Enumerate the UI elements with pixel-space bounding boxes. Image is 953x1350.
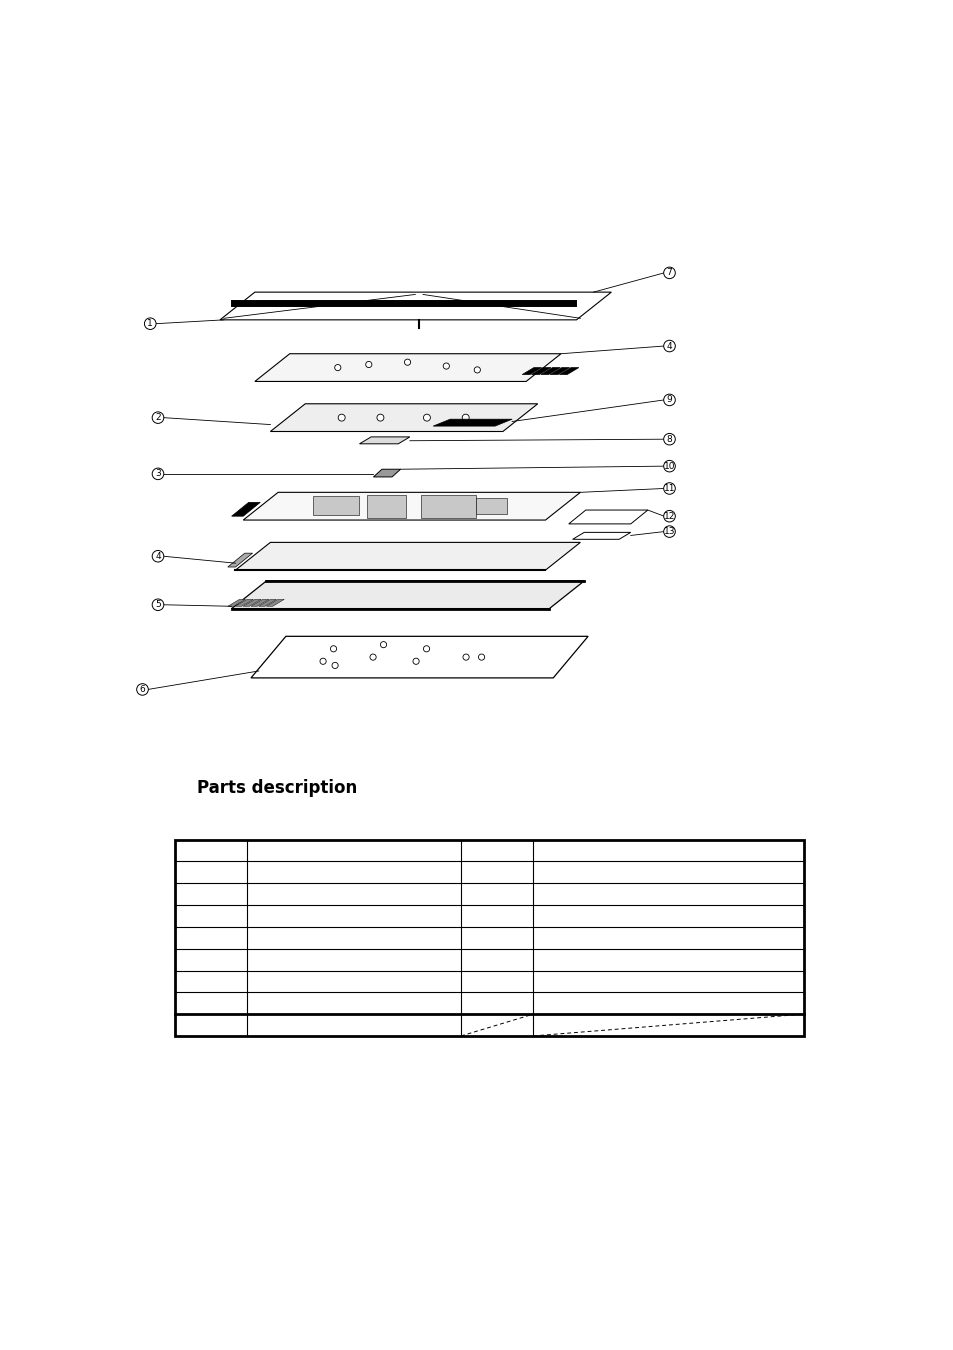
Polygon shape [373, 470, 400, 477]
Circle shape [663, 510, 675, 522]
Bar [367, 494, 406, 518]
Text: 12: 12 [663, 512, 675, 521]
Polygon shape [521, 367, 541, 374]
Text: 9: 9 [666, 396, 672, 405]
Polygon shape [568, 510, 647, 524]
Circle shape [319, 659, 326, 664]
Text: 3: 3 [155, 470, 161, 478]
Polygon shape [258, 599, 276, 606]
Circle shape [337, 414, 345, 421]
Polygon shape [235, 599, 253, 606]
Circle shape [663, 340, 675, 352]
Circle shape [404, 359, 410, 366]
Circle shape [413, 659, 418, 664]
Circle shape [663, 267, 675, 278]
Polygon shape [550, 367, 569, 374]
Polygon shape [266, 599, 284, 606]
Text: 13: 13 [663, 526, 675, 536]
Polygon shape [254, 354, 560, 382]
Text: 5: 5 [155, 601, 161, 609]
Polygon shape [572, 532, 630, 539]
Circle shape [144, 319, 156, 329]
Text: 7: 7 [666, 269, 672, 277]
Polygon shape [220, 292, 611, 320]
Circle shape [474, 367, 480, 373]
Circle shape [152, 599, 164, 610]
Bar [421, 494, 476, 518]
Circle shape [332, 663, 337, 668]
Polygon shape [228, 554, 253, 567]
Text: 4: 4 [155, 552, 161, 560]
Polygon shape [558, 367, 578, 374]
Polygon shape [232, 580, 583, 609]
Text: 11: 11 [663, 485, 675, 493]
Circle shape [335, 364, 340, 371]
Circle shape [370, 653, 375, 660]
Bar [174, 840, 802, 1035]
Text: 4: 4 [666, 342, 672, 351]
Circle shape [663, 483, 675, 494]
Circle shape [330, 645, 336, 652]
Polygon shape [270, 404, 537, 432]
Text: 10: 10 [663, 462, 675, 471]
Circle shape [663, 460, 675, 472]
Bar [476, 498, 506, 514]
Text: 8: 8 [666, 435, 672, 444]
Bar [313, 497, 359, 516]
Polygon shape [228, 599, 245, 606]
Polygon shape [232, 502, 260, 516]
Circle shape [663, 433, 675, 446]
Polygon shape [359, 437, 410, 444]
Circle shape [663, 394, 675, 406]
Text: 1: 1 [147, 319, 153, 328]
Circle shape [136, 683, 148, 695]
Circle shape [152, 468, 164, 479]
Circle shape [443, 363, 449, 369]
Polygon shape [243, 493, 579, 520]
Polygon shape [433, 420, 512, 427]
Circle shape [461, 414, 469, 421]
Circle shape [376, 414, 383, 421]
Circle shape [423, 414, 430, 421]
Polygon shape [251, 636, 587, 678]
Polygon shape [531, 367, 550, 374]
Polygon shape [243, 599, 261, 606]
Polygon shape [235, 543, 579, 570]
Circle shape [365, 362, 372, 367]
Circle shape [152, 551, 164, 562]
Circle shape [478, 653, 484, 660]
Circle shape [152, 412, 164, 424]
Polygon shape [251, 599, 269, 606]
Circle shape [663, 526, 675, 537]
Text: Parts description: Parts description [196, 779, 356, 798]
Circle shape [462, 653, 469, 660]
Text: 6: 6 [139, 684, 145, 694]
Circle shape [380, 641, 386, 648]
Circle shape [423, 645, 429, 652]
Text: 2: 2 [155, 413, 161, 423]
Polygon shape [540, 367, 559, 374]
